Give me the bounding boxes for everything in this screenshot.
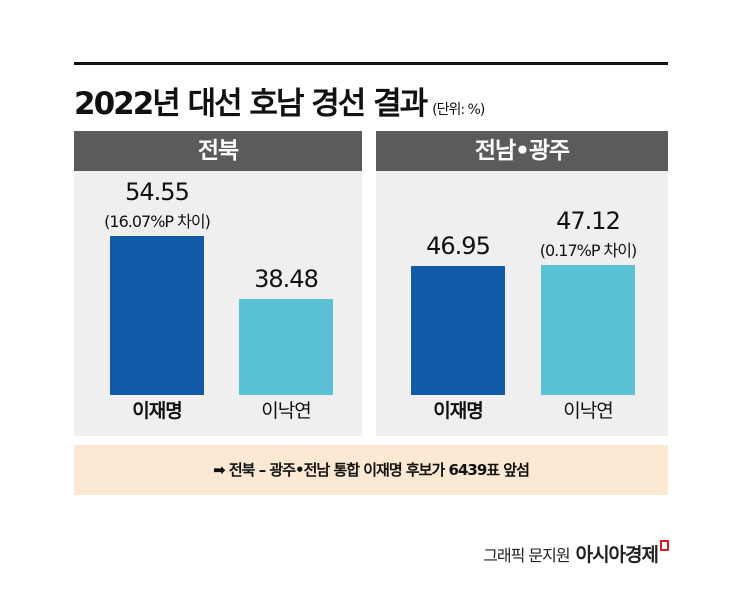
bar	[411, 265, 505, 395]
top-rule	[74, 62, 668, 65]
panel-header: 전남•광주	[376, 131, 668, 171]
value-label: 38.48	[254, 265, 319, 294]
category-label: 이재명	[433, 400, 483, 422]
category-label: 이낙연	[261, 400, 311, 422]
summary-note: ➡ 전북 – 광주•전남 통합 이재명 후보가 6439표 앞섬	[74, 445, 668, 495]
category-label: 이낙연	[563, 400, 613, 422]
credit: 그래픽 문지원 아시아경제	[483, 540, 669, 567]
bar	[239, 299, 333, 395]
title-text: 2022년 대선 호남 경선 결과	[74, 86, 428, 122]
credit-author: 그래픽 문지원	[483, 546, 570, 565]
value-label: 54.55	[125, 177, 190, 206]
panel-header: 전북	[74, 131, 362, 171]
panel-jeonbuk: 전북 54.55 (16.07%P 차이) 이재명 38.48 이낙연	[74, 131, 362, 436]
panel-jeonnam-gwangju: 전남•광주 46.95 이재명 47.12 (0.17%P 차이) 이낙연	[376, 131, 668, 436]
bar	[110, 235, 204, 395]
brand-logo: 아시아경제	[575, 544, 659, 566]
value-label: 46.95	[426, 231, 491, 260]
category-label: 이재명	[132, 400, 182, 422]
chart-title: 2022년 대선 호남 경선 결과 (단위: %)	[74, 78, 485, 123]
value-label: 47.12	[556, 207, 621, 236]
difference-annotation: (0.17%P 차이)	[539, 241, 638, 261]
difference-annotation: (16.07%P 차이)	[104, 211, 211, 231]
unit-label: (단위: %)	[432, 102, 485, 118]
bar	[541, 265, 635, 395]
brand-mark-icon	[660, 540, 669, 551]
